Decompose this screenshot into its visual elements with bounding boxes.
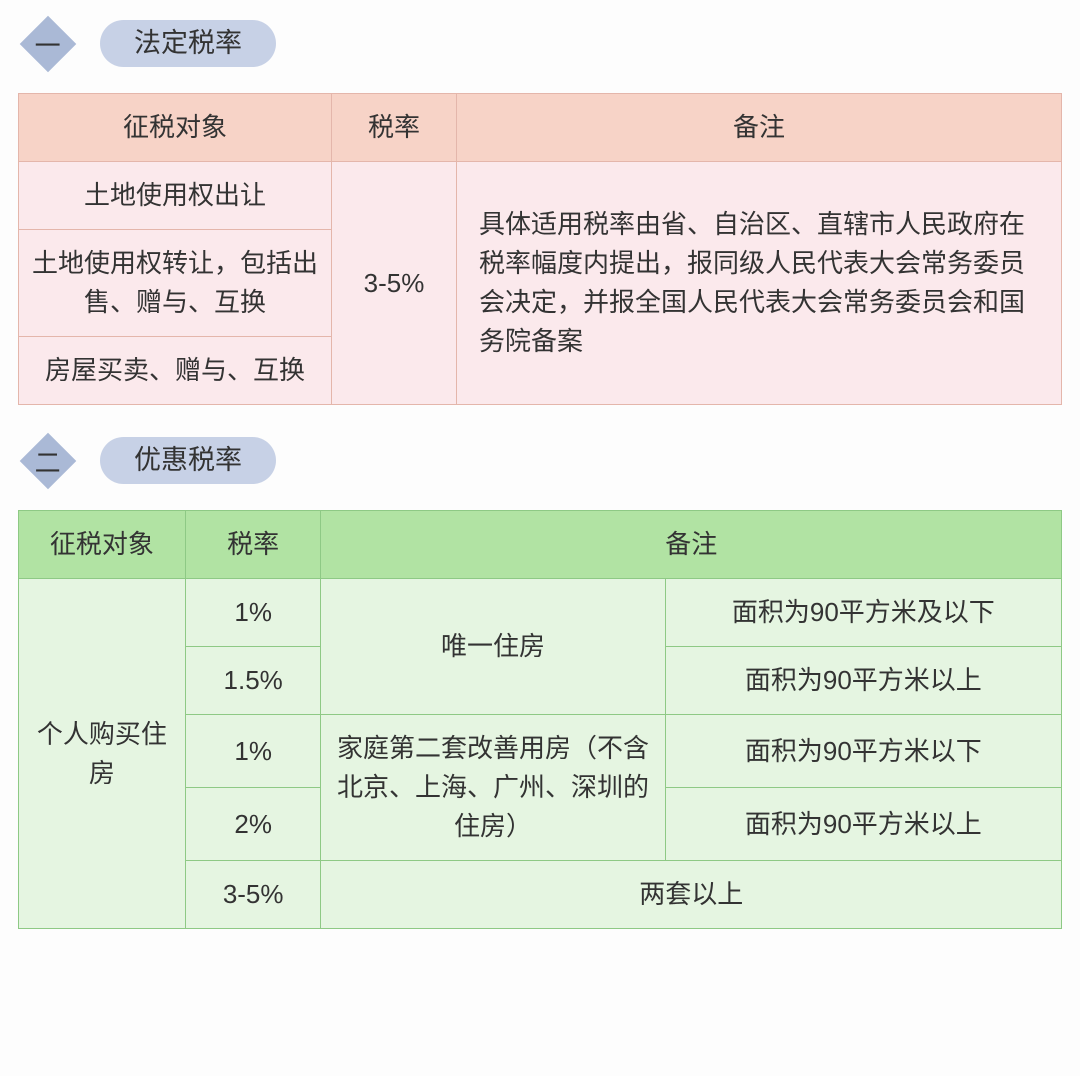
col-remark-header: 备注 (457, 94, 1062, 162)
statutory-rate-table: 征税对象 税率 备注 土地使用权出让 3-5% 具体适用税率由省、自治区、直辖市… (18, 93, 1062, 405)
tax-object-cell: 土地使用权转让，包括出售、赠与、互换 (19, 230, 332, 337)
rate-cell: 1% (185, 579, 321, 647)
remark-cell: 具体适用税率由省、自治区、直辖市人民政府在税率幅度内提出，报同级人民代表大会常务… (457, 162, 1062, 405)
rate-cell: 2% (185, 788, 321, 861)
preferential-rate-table: 征税对象 税率 备注 个人购买住房 1% 唯一住房 面积为90平方米及以下 1.… (18, 510, 1062, 929)
section-2-marker: 二 (20, 432, 77, 489)
tax-object-cell: 土地使用权出让 (19, 162, 332, 230)
category-cell: 唯一住房 (321, 579, 665, 715)
col-rate-header: 税率 (331, 94, 456, 162)
section-1-header: 一 法定税率 (28, 20, 1062, 67)
section-1-marker-text: 一 (35, 25, 61, 62)
section-1-marker: 一 (20, 15, 77, 72)
section-1-title: 法定税率 (100, 20, 276, 67)
table-row: 土地使用权出让 3-5% 具体适用税率由省、自治区、直辖市人民政府在税率幅度内提… (19, 162, 1062, 230)
rate-cell: 3-5% (331, 162, 456, 405)
category-cell: 家庭第二套改善用房（不含北京、上海、广州、深圳的住房） (321, 715, 665, 861)
condition-cell: 两套以上 (321, 861, 1062, 929)
col-obj-header: 征税对象 (19, 511, 186, 579)
table-header-row: 征税对象 税率 备注 (19, 94, 1062, 162)
condition-cell: 面积为90平方米及以下 (665, 579, 1061, 647)
rate-cell: 1% (185, 715, 321, 788)
condition-cell: 面积为90平方米以上 (665, 788, 1061, 861)
table-row: 个人购买住房 1% 唯一住房 面积为90平方米及以下 (19, 579, 1062, 647)
table-header-row: 征税对象 税率 备注 (19, 511, 1062, 579)
rate-cell: 3-5% (185, 861, 321, 929)
col-rate-header: 税率 (185, 511, 321, 579)
section-2-header: 二 优惠税率 (28, 437, 1062, 484)
col-obj-header: 征税对象 (19, 94, 332, 162)
col-remark-header: 备注 (321, 511, 1062, 579)
condition-cell: 面积为90平方米以下 (665, 715, 1061, 788)
condition-cell: 面积为90平方米以上 (665, 647, 1061, 715)
section-2-title: 优惠税率 (100, 437, 276, 484)
section-2-marker-text: 二 (35, 442, 61, 479)
tax-object-cell: 个人购买住房 (19, 579, 186, 929)
rate-cell: 1.5% (185, 647, 321, 715)
tax-object-cell: 房屋买卖、赠与、互换 (19, 337, 332, 405)
